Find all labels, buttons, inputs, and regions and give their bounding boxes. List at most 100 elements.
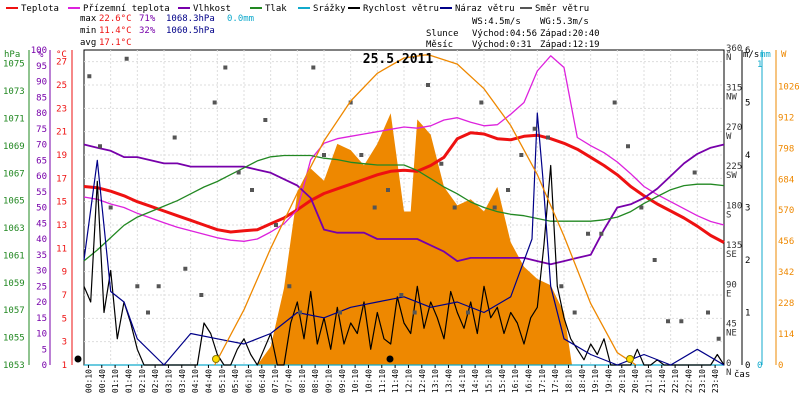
point-sm-r-v-tru [466, 310, 470, 315]
w-tick-label: 456 [778, 237, 794, 247]
dir-tick-label: 135 [726, 241, 742, 251]
time-tick-label: 15:10 [484, 369, 493, 393]
stat-temp-avg: 17.1°C [99, 38, 132, 48]
temp-tick-label: 27 [56, 58, 67, 68]
stat-label-max: max [80, 14, 97, 24]
dir-tick-label: 315 [726, 83, 742, 93]
w-tick-label: 570 [778, 206, 794, 216]
point-sm-r-v-tru [572, 310, 577, 315]
dir-tick-label: 270 [726, 123, 742, 133]
temp-unit-label: °C [56, 50, 67, 60]
time-tick-label: 12:10 [404, 369, 413, 393]
wind-gust-stat: WG:5.3m/s [540, 17, 589, 27]
time-tick-label: 21:10 [644, 369, 653, 393]
point-sm-r-v-tru [359, 153, 364, 157]
hpa-tick-label: 1055 [3, 334, 25, 344]
hpa-tick-label: 1073 [3, 87, 25, 97]
legend-label: Vlhkost [193, 4, 231, 14]
point-sm-r-v-tru [626, 144, 630, 149]
time-tick-label: 17:40 [551, 369, 560, 393]
ms-unit-label: m/s [743, 50, 759, 60]
dir-compass-label: E [726, 289, 731, 299]
dir-tick-label: 0 [726, 359, 731, 369]
hpa-tick-label: 1061 [3, 251, 25, 261]
point-sm-r-v-tru [386, 188, 390, 192]
point-sm-r-v-tru [519, 153, 524, 157]
stat-press-min: 1060.5hPa [166, 26, 215, 36]
point-sm-r-v-tru [348, 100, 353, 105]
w-tick-label: 228 [778, 299, 794, 309]
ms-tick-label: 4 [745, 151, 750, 161]
point-sm-r-v-tru [492, 205, 497, 210]
time-tick-label: 11:40 [391, 369, 400, 393]
pct-tick-label: 80 [36, 109, 47, 119]
hpa-tick-label: 1069 [3, 142, 25, 152]
time-tick-label: 04:40 [204, 369, 213, 393]
axes: 1053105510571059106110631065106710691071… [3, 44, 800, 393]
point-sm-r-v-tru [692, 170, 697, 175]
time-tick-label: 21:40 [658, 369, 667, 393]
time-tick-label: 22:10 [671, 369, 680, 393]
hpa-tick-label: 1071 [3, 114, 25, 124]
time-tick-label: 14:40 [471, 369, 480, 393]
time-tick-label: 04:10 [191, 369, 200, 393]
pct-tick-label: 45 [36, 219, 47, 229]
time-tick-label: 10:10 [351, 369, 360, 393]
chart-title: 25.5.2011 [363, 52, 434, 67]
dir-compass-label: W [726, 132, 732, 142]
pct-tick-label: 10 [36, 330, 47, 340]
series-line-tlak [83, 154, 725, 262]
pct-tick-label: 50 [36, 204, 47, 214]
chart-header: Teplota Přízemní teplota Vlhkost Tlak Srážky… [6, 4, 600, 67]
dir-tick-label: 225 [726, 162, 742, 172]
time-axis-label: čas [734, 369, 750, 380]
time-tick-label: 07:40 [284, 369, 293, 393]
point-sm-r-v-tru [372, 205, 377, 210]
time-tick-label: 22:40 [684, 369, 693, 393]
moonrise-text: Východ:0:31 [472, 40, 532, 50]
pct-tick-label: 65 [36, 156, 47, 166]
point-sm-r-v-tru [679, 319, 684, 324]
time-tick-label: 12:40 [418, 369, 427, 393]
hpa-tick-label: 1063 [3, 224, 25, 234]
mm-unit-label: mm [760, 50, 771, 60]
pct-tick-label: 90 [36, 78, 47, 88]
point-sm-r-v-tru [426, 83, 430, 87]
point-sm-r-v-tru [124, 56, 129, 61]
time-tick-label: 00:10 [84, 369, 93, 393]
point-sm-r-v-tru [532, 126, 537, 131]
point-sm-r-v-tru [399, 293, 404, 297]
dir-compass-label: NW [726, 92, 737, 102]
point-sm-r-v-tru [287, 284, 292, 289]
pct-tick-label: 15 [36, 314, 47, 324]
ms-tick-label: 5 [745, 99, 750, 109]
w-unit-label: W [781, 50, 787, 60]
time-tick-label: 01:40 [124, 369, 133, 393]
time-tick-label: 16:10 [511, 369, 520, 393]
point-sm-r-v-tru [135, 284, 140, 289]
dir-compass-label: NE [726, 329, 737, 339]
dir-tick-label: 180 [726, 202, 742, 212]
time-tick-label: 18:10 [564, 369, 573, 393]
ms-tick-label: 3 [745, 204, 750, 214]
time-tick-label: 23:40 [711, 369, 720, 393]
time-tick-label: 08:40 [311, 369, 320, 393]
ms-tick-label: 6 [745, 46, 750, 56]
temp-tick-label: 3 [62, 338, 67, 348]
time-tick-label: 17:10 [538, 369, 547, 393]
pct-tick-label: 40 [36, 235, 47, 245]
hpa-tick-label: 1053 [3, 361, 25, 371]
point-sm-r-v-tru [311, 65, 316, 70]
w-tick-label: 342 [778, 268, 794, 278]
pct-tick-label: 20 [36, 298, 47, 308]
sunrise-marker [212, 355, 220, 363]
point-sm-r-v-tru [612, 100, 617, 105]
point-sm-r-v-tru [250, 188, 254, 192]
temp-tick-label: 5 [62, 314, 67, 324]
point-sm-r-v-tru [479, 100, 484, 105]
stat-temp-min: 11.4°C [99, 26, 132, 36]
point-sm-r-v-tru [439, 161, 444, 166]
hpa-tick-label: 1057 [3, 306, 25, 316]
time-tick-label: 19:40 [604, 369, 613, 393]
